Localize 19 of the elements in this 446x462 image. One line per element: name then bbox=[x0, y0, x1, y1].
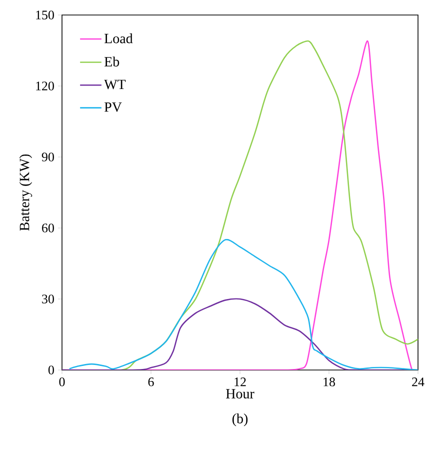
legend-label: Eb bbox=[104, 56, 120, 66]
x-tick-label: 12 bbox=[234, 378, 246, 386]
x-tick-label: 18 bbox=[324, 378, 336, 386]
x-tick-label: 6 bbox=[148, 378, 154, 386]
line-series bbox=[68, 239, 418, 370]
y-tick-label: 90 bbox=[42, 152, 54, 162]
x-axis-title: Hour bbox=[226, 389, 254, 398]
y-tick-label: 150 bbox=[36, 10, 54, 20]
y-tick-label: 60 bbox=[42, 224, 54, 232]
y-tick-label: 120 bbox=[36, 82, 54, 90]
text: (b) bbox=[232, 414, 248, 426]
y-axis-title: Battery (KW) bbox=[19, 154, 32, 231]
x-tick-label: 0 bbox=[59, 378, 65, 386]
legend-label: PV bbox=[104, 102, 122, 112]
y-tick-label: 0 bbox=[48, 366, 54, 374]
y-tick-label: 30 bbox=[42, 294, 54, 304]
x-tick-label: 24 bbox=[412, 378, 424, 386]
legend-label: Load bbox=[104, 33, 133, 44]
legend-label: WT bbox=[104, 80, 126, 90]
